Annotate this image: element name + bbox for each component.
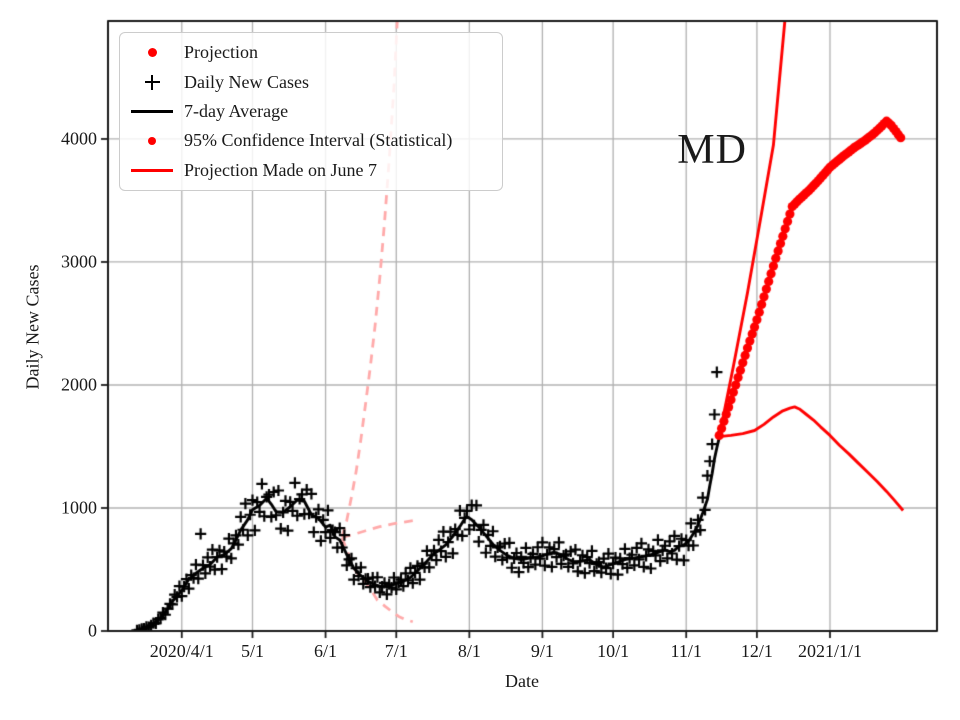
y-tick-label: 0	[88, 620, 97, 641]
x-tick-label: 6/1	[314, 641, 338, 661]
x-tick-label: 10/1	[597, 641, 630, 661]
x-tick-label: 5/1	[240, 641, 264, 661]
region-annotation: MD	[677, 127, 747, 174]
y-tick-label: 1000	[61, 497, 97, 518]
y-tick-label: 4000	[61, 128, 97, 149]
legend: Projection Daily New Cases 7-day Average…	[119, 32, 503, 191]
legend-item-confidence-interval: 95% Confidence Interval (Statistical)	[120, 126, 492, 155]
legend-label: Daily New Cases	[184, 71, 309, 92]
y-axis-label: Daily New Cases	[22, 264, 43, 390]
legend-label: 7-day Average	[184, 100, 289, 121]
x-tick-label: 2021/1/1	[797, 641, 862, 661]
x-tick-label: 12/1	[740, 641, 773, 661]
x-tick-label: 2020/4/1	[149, 641, 214, 661]
x-tick-label: 7/1	[384, 641, 408, 661]
x-axis-label: Date	[505, 671, 539, 691]
y-tick-label: 2000	[61, 374, 97, 395]
legend-item-7day-average: 7-day Average	[120, 97, 492, 126]
projection-line-icon	[131, 168, 173, 172]
confidence-dot-icon	[148, 136, 156, 145]
legend-item-projection: Projection	[120, 38, 492, 67]
x-tick-label: 8/1	[457, 641, 481, 661]
x-tick-label: 9/1	[530, 641, 554, 661]
legend-label: 95% Confidence Interval (Statistical)	[184, 130, 453, 151]
average-line-icon	[131, 109, 173, 113]
x-tick-label: 11/1	[670, 641, 702, 661]
legend-item-daily-new-cases: Daily New Cases	[120, 67, 492, 96]
legend-label: Projection Made on June 7	[184, 159, 377, 180]
y-tick-label: 3000	[61, 251, 97, 272]
legend-label: Projection	[184, 42, 258, 63]
legend-item-june7-projection: Projection Made on June 7	[120, 156, 492, 185]
projection-dot-icon	[147, 48, 157, 58]
plus-marker-icon	[144, 74, 160, 90]
